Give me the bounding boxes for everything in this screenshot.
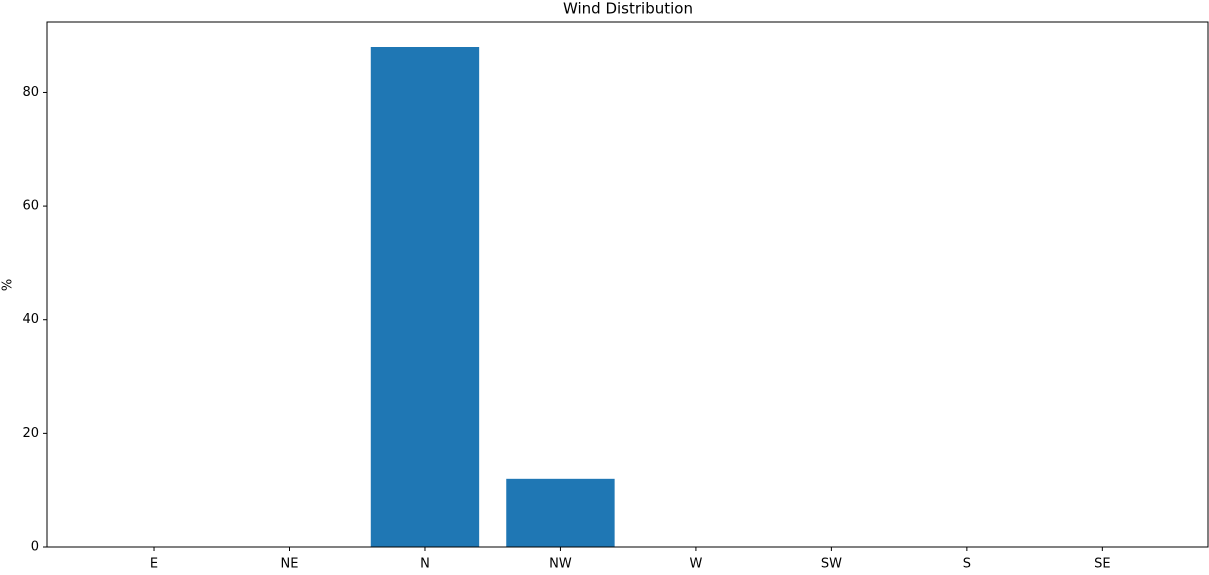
y-tick-label: 60 [22,199,39,214]
y-tick-label: 40 [22,312,39,327]
y-axis-label: % [1,279,16,291]
chart-title: Wind Distribution [563,0,693,18]
x-tick-label: SW [821,557,842,572]
bar [506,478,615,547]
x-tick-label: SE [1094,557,1110,572]
x-tick-label: W [689,557,702,572]
plot-frame [46,21,1209,548]
y-tick-label: 0 [31,540,39,555]
x-tick-label: N [420,557,430,572]
y-tick-label: 20 [22,426,39,441]
bar [370,47,480,547]
x-tick-label: NW [549,557,572,572]
y-tick-label: 80 [22,85,39,100]
x-tick-label: E [150,557,158,572]
x-tick-label: NE [281,557,299,572]
x-tick-label: S [963,557,971,572]
